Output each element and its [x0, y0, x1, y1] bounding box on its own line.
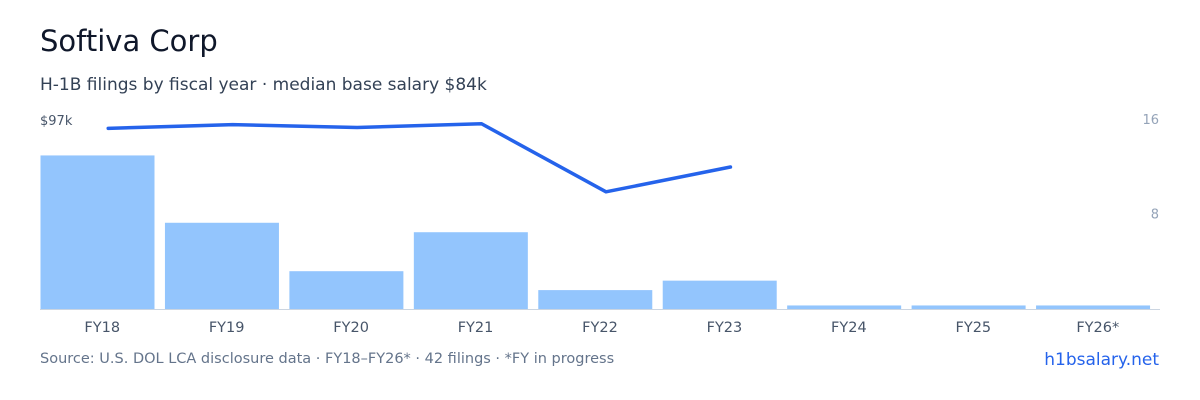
y-right-tick-label: 16	[1142, 113, 1159, 128]
x-tick-label: FY22	[582, 320, 618, 336]
x-tick-label: FY25	[956, 320, 992, 336]
page-title: Softiva Corp	[40, 24, 218, 58]
y-left-tick-label: $97k	[40, 114, 73, 129]
site-link[interactable]: h1bsalary.net	[1044, 350, 1159, 370]
bar-fy22[interactable]	[538, 290, 653, 309]
source-note: Source: U.S. DOL LCA disclosure data · F…	[40, 351, 615, 367]
x-tick-label: FY23	[707, 320, 743, 336]
x-tick-label: FY21	[458, 320, 494, 336]
x-tick-label: FY19	[209, 320, 245, 336]
bar-fy18[interactable]	[40, 155, 155, 309]
bar-fy23[interactable]	[662, 280, 777, 309]
x-tick-label: FY26*	[1076, 320, 1119, 336]
salary-line	[106, 122, 733, 194]
bar-fy21[interactable]	[413, 232, 528, 309]
x-tick-label: FY24	[831, 320, 867, 336]
x-tick-label: FY18	[84, 320, 120, 336]
bar-fy19[interactable]	[164, 222, 279, 309]
bar-fy26-partial[interactable]	[1036, 305, 1151, 309]
bar-fy24[interactable]	[787, 305, 902, 309]
y-right-tick-label: 8	[1151, 208, 1159, 223]
page-subtitle: H-1B filings by fiscal year · median bas…	[40, 75, 487, 95]
x-tick-label: FY20	[333, 320, 369, 336]
bar-fy20[interactable]	[289, 271, 404, 309]
bar-fy25[interactable]	[911, 305, 1026, 309]
